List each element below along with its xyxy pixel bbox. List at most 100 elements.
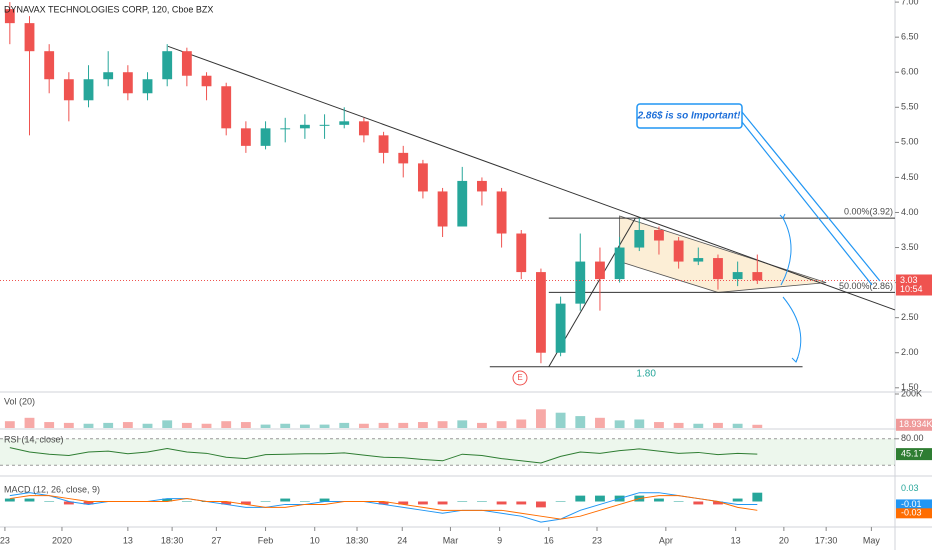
macd-histogram — [398, 501, 409, 505]
candle-body — [319, 124, 330, 126]
x-tick-label: May — [863, 535, 881, 545]
candle-body — [122, 72, 133, 94]
macd-histogram — [477, 501, 487, 502]
macd-last: -0.03 — [901, 508, 922, 518]
last-price: 3.03 — [900, 275, 918, 285]
candle-body — [181, 51, 192, 76]
candle-body — [457, 180, 468, 227]
candle-body — [732, 272, 743, 280]
macd-histogram — [378, 501, 389, 505]
macd-histogram — [457, 501, 468, 502]
volume-bar — [280, 423, 291, 428]
volume-bar — [673, 422, 684, 428]
last-price-box — [896, 274, 932, 296]
x-tick-label: 27 — [211, 535, 221, 545]
candle-body — [417, 163, 428, 192]
candle-body — [280, 128, 291, 130]
candle-body — [44, 51, 55, 80]
volume-bar — [63, 422, 74, 428]
volume-bar — [162, 420, 173, 428]
y-tick-label: 5.00 — [901, 137, 919, 147]
chart-title: DYNAVAX TECHNOLOGIES CORP, 120, Cboe BZX — [4, 4, 213, 14]
macd-histogram — [44, 501, 55, 502]
x-tick-label: Mar — [443, 535, 459, 545]
y-tick-label: 4.50 — [901, 172, 919, 182]
candle-body — [83, 79, 94, 101]
volume-bar — [24, 417, 35, 428]
candle-body — [240, 128, 251, 146]
pane-title: MACD (12, 26, close, 9) — [4, 484, 100, 494]
macd-histogram — [732, 498, 743, 502]
volume-bar — [122, 422, 133, 428]
volume-bar — [142, 423, 153, 428]
rsi-line — [9, 447, 758, 464]
candle-body — [555, 303, 566, 353]
volume-bar — [339, 422, 350, 428]
candle-body — [378, 135, 389, 153]
macd-histogram — [260, 501, 271, 502]
candle-body — [437, 191, 448, 227]
volume-bar — [693, 423, 704, 428]
x-tick-label: 9 — [497, 535, 502, 545]
candle-body — [496, 191, 507, 234]
candle-body — [713, 258, 723, 280]
fib-label: 50.00%(2.86) — [839, 281, 893, 291]
volume-bar — [477, 422, 487, 428]
arrow-down — [782, 296, 802, 363]
candle-body — [299, 124, 310, 129]
macd-histogram — [437, 501, 448, 505]
macd-line — [9, 495, 758, 520]
volume-bar — [378, 422, 389, 428]
volume-bar — [752, 424, 763, 428]
volume-bar — [595, 417, 605, 428]
macd-histogram — [752, 492, 763, 502]
macd-histogram — [4, 498, 15, 502]
candle-body — [575, 261, 586, 304]
volume-bar — [496, 421, 507, 428]
x-tick-label: 13 — [123, 535, 133, 545]
macd-histogram — [24, 498, 35, 502]
y-tick-label: 4.00 — [901, 207, 919, 217]
arrow-up — [780, 217, 792, 286]
macd-histogram — [63, 501, 74, 505]
volume-bar — [83, 423, 94, 428]
candle-body — [24, 23, 35, 52]
x-tick-label: 24 — [397, 535, 407, 545]
candle-body — [201, 75, 212, 87]
y-tick-label: 5.50 — [901, 102, 919, 112]
candle-body — [162, 51, 173, 80]
macd-box — [896, 508, 932, 519]
volume-bar — [437, 421, 448, 428]
rsi-last: 45.17 — [901, 449, 924, 459]
macd-last: -0.01 — [901, 499, 922, 509]
candle-body — [536, 272, 546, 353]
volume-box — [896, 418, 932, 431]
callout-pointer — [741, 121, 873, 286]
volume-bar — [240, 422, 251, 428]
candle-body — [595, 261, 605, 280]
fib-label: 1.80 — [636, 368, 656, 379]
volume-bar — [516, 419, 527, 428]
x-tick-label: 18:30 — [346, 535, 369, 545]
x-tick-label: 2020 — [52, 535, 72, 545]
candle-body — [221, 86, 232, 129]
x-tick-label: 17:30 — [815, 535, 838, 545]
candle-body — [339, 121, 350, 125]
y-tick-label: 1.50 — [901, 382, 919, 392]
volume-bar — [201, 423, 212, 428]
volume-bar — [417, 422, 428, 428]
y-tick-label: 200K — [901, 388, 922, 398]
candle-body — [260, 128, 271, 146]
candle-body — [398, 152, 409, 164]
volume-bar — [536, 409, 546, 428]
macd-histogram — [280, 498, 291, 502]
volume-bar — [358, 423, 369, 428]
y-tick-label: 3.50 — [901, 242, 919, 252]
macd-histogram — [319, 498, 330, 502]
y-tick-label: 80.00 — [901, 433, 924, 443]
volume-bar — [181, 422, 192, 428]
volume-bar — [614, 420, 625, 428]
macd-histogram — [162, 498, 173, 502]
